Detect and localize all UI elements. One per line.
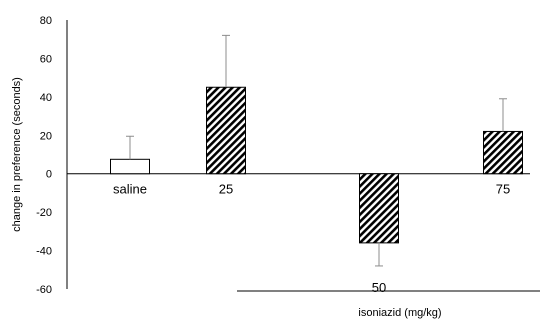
category-label: saline	[113, 182, 147, 197]
bar-50	[359, 173, 399, 244]
y-tick-label: 0	[46, 169, 52, 181]
y-tick-label: 20	[40, 130, 52, 142]
category-label: 25	[219, 182, 233, 197]
y-axis: 80 60 40 20 0 -20 -40 -60	[36, 15, 530, 296]
y-tick-label: -60	[36, 284, 52, 296]
y-tick-label: 60	[40, 53, 52, 65]
x-axis-label: isoniazid (mg/kg)	[358, 307, 441, 319]
y-tick-label: 80	[40, 15, 52, 27]
category-label: 50	[372, 280, 386, 295]
bars	[110, 86, 523, 244]
bar-75	[483, 130, 523, 175]
bar-saline	[110, 158, 150, 175]
bar-25	[206, 86, 246, 175]
category-labels: saline 25 50 75	[113, 182, 510, 295]
y-tick-label: -40	[36, 246, 52, 258]
y-tick-label: 40	[40, 92, 52, 104]
error-bars	[126, 34, 507, 267]
y-axis-label: change in preference (seconds)	[11, 77, 23, 232]
category-label: 75	[496, 182, 510, 197]
y-tick-label: -20	[36, 207, 52, 219]
